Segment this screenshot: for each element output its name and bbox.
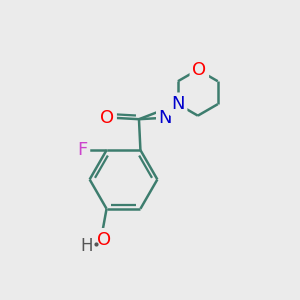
Text: O: O	[192, 61, 206, 79]
Text: H: H	[81, 238, 93, 256]
Text: F: F	[77, 141, 88, 159]
Text: N: N	[171, 95, 185, 113]
Text: N: N	[159, 109, 172, 127]
Text: O: O	[100, 109, 114, 127]
Text: O: O	[97, 231, 111, 249]
